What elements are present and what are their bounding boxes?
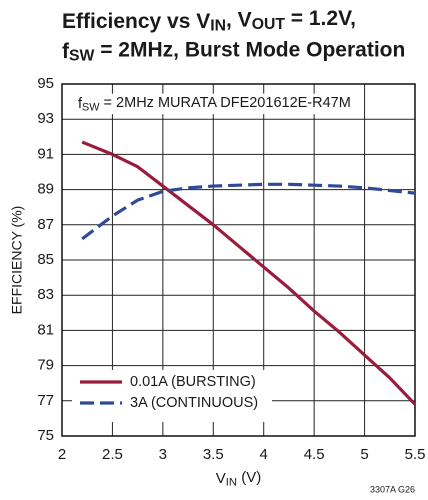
legend-bg — [72, 370, 272, 422]
y-tick-label: 89 — [37, 181, 54, 198]
y-tick-label: 75 — [37, 427, 54, 444]
y-tick-label: 93 — [37, 110, 54, 127]
chart-title: Efficiency vs VIN, VOUT = 1.2V, — [62, 6, 356, 34]
annotation-bg — [75, 93, 354, 115]
x-tick-label: 4 — [260, 446, 268, 463]
y-tick-label: 95 — [37, 75, 54, 92]
chart-title: fSW = 2MHz, Burst Mode Operation — [62, 38, 405, 65]
y-tick-label: 83 — [37, 286, 54, 303]
y-tick-label: 81 — [37, 321, 54, 338]
x-tick-label: 2 — [58, 446, 66, 463]
x-tick-label: 5.5 — [405, 446, 426, 463]
chart-title-part: OUT — [252, 16, 286, 33]
footer: 3307A G26 — [370, 484, 415, 494]
chart-title-part: SW — [69, 48, 95, 65]
chart-title-part: Efficiency vs V — [62, 10, 210, 33]
data-line — [81, 182, 416, 241]
y-tick-label: 91 — [37, 145, 54, 162]
x-tick-label: 5 — [360, 446, 368, 463]
x-axis-label: VIN (V) — [216, 469, 261, 489]
chart-title-part: IN — [210, 18, 226, 35]
legend-label: 0.01A (BURSTING) — [130, 374, 256, 390]
annotation-part: f — [78, 96, 83, 112]
x-axis-label-part: IN — [226, 476, 237, 488]
x-axis-label-part: V — [216, 470, 226, 487]
x-tick-label: 3.5 — [203, 446, 224, 463]
chart-title-part: = 2MHz, Burst Mode Operation — [94, 38, 405, 61]
x-tick-label: 2.5 — [102, 446, 123, 463]
x-tick-label: 3 — [159, 446, 167, 463]
plot-frame — [61, 83, 416, 437]
chart-title-part: = 1.2V, — [285, 6, 356, 29]
data-line — [81, 140, 417, 406]
annotation-part: SW — [82, 101, 100, 113]
y-tick-label: 85 — [37, 251, 54, 268]
chart-title-part: , V — [226, 8, 252, 31]
legend-label: 3A (CONTINUOUS) — [130, 395, 258, 411]
y-axis-label: EFFICIENCY (%) — [9, 206, 25, 315]
y-tick-label: 79 — [37, 357, 54, 374]
y-tick-label: 87 — [37, 216, 54, 233]
annotation: fSW = 2MHz MURATA DFE201612E-R47M — [78, 95, 351, 113]
x-axis-label-part: (V) — [237, 469, 261, 486]
annotation-part: = 2MHz MURATA DFE201612E-R47M — [100, 95, 351, 111]
chart-title-part: f — [62, 40, 70, 63]
y-tick-label: 77 — [37, 392, 54, 409]
x-tick-label: 4.5 — [304, 446, 325, 463]
